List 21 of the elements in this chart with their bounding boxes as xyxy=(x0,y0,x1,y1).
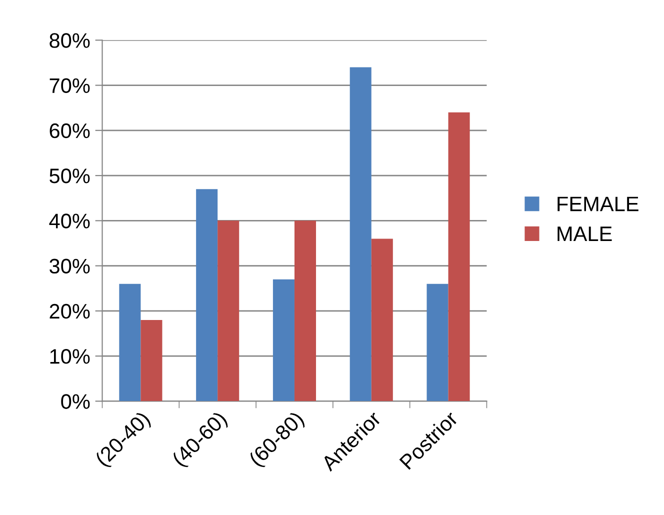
y-tick-label: 80% xyxy=(50,33,90,48)
y-tick-label: 10% xyxy=(50,349,90,364)
bar xyxy=(371,238,393,402)
bar xyxy=(294,220,316,402)
bar xyxy=(426,284,448,402)
y-tick-label: 20% xyxy=(50,304,90,319)
y-tick-label: 40% xyxy=(49,214,90,228)
bar xyxy=(272,279,294,402)
legend-label: FEMALE xyxy=(558,196,638,212)
y-tick-label: 50% xyxy=(50,168,90,184)
bar xyxy=(140,320,162,402)
y-tick-label: 0% xyxy=(61,394,90,409)
y-tick-label: 30% xyxy=(50,258,90,274)
bar xyxy=(196,189,218,402)
bar xyxy=(448,112,470,402)
legend-label: MALE xyxy=(558,226,612,241)
bar xyxy=(119,284,141,402)
bar xyxy=(350,67,372,402)
bar xyxy=(218,220,240,402)
y-tick-label: 70% xyxy=(50,78,90,94)
y-tick-label: 60% xyxy=(50,123,90,138)
